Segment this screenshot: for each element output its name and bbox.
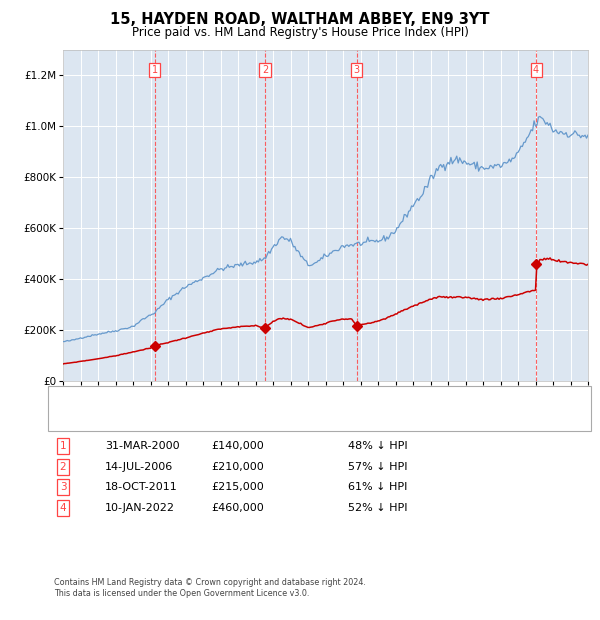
Text: ——: ——	[63, 416, 91, 430]
Text: ——: ——	[63, 402, 91, 415]
Text: 18-OCT-2011: 18-OCT-2011	[105, 482, 178, 492]
Text: Price paid vs. HM Land Registry's House Price Index (HPI): Price paid vs. HM Land Registry's House …	[131, 26, 469, 39]
Text: Contains HM Land Registry data © Crown copyright and database right 2024.: Contains HM Land Registry data © Crown c…	[54, 578, 366, 587]
Text: 1: 1	[59, 441, 67, 451]
Text: 57% ↓ HPI: 57% ↓ HPI	[348, 462, 407, 472]
Text: £140,000: £140,000	[211, 441, 264, 451]
Text: 1: 1	[152, 65, 158, 75]
Text: HPI: Average price, detached house, Epping Forest: HPI: Average price, detached house, Eppi…	[93, 418, 341, 428]
Text: £210,000: £210,000	[211, 462, 264, 472]
Text: 15, HAYDEN ROAD, WALTHAM ABBEY, EN9 3YT (detached house): 15, HAYDEN ROAD, WALTHAM ABBEY, EN9 3YT …	[93, 404, 409, 414]
Text: This data is licensed under the Open Government Licence v3.0.: This data is licensed under the Open Gov…	[54, 589, 310, 598]
Text: 14-JUL-2006: 14-JUL-2006	[105, 462, 173, 472]
Text: 52% ↓ HPI: 52% ↓ HPI	[348, 503, 407, 513]
Text: 4: 4	[59, 503, 67, 513]
Text: 48% ↓ HPI: 48% ↓ HPI	[348, 441, 407, 451]
Text: 3: 3	[354, 65, 360, 75]
Text: 10-JAN-2022: 10-JAN-2022	[105, 503, 175, 513]
Text: 2: 2	[262, 65, 268, 75]
Text: 4: 4	[533, 65, 539, 75]
Text: 3: 3	[59, 482, 67, 492]
Text: £215,000: £215,000	[211, 482, 264, 492]
Text: 61% ↓ HPI: 61% ↓ HPI	[348, 482, 407, 492]
Text: 31-MAR-2000: 31-MAR-2000	[105, 441, 179, 451]
Text: 2: 2	[59, 462, 67, 472]
Text: £460,000: £460,000	[211, 503, 264, 513]
Text: 15, HAYDEN ROAD, WALTHAM ABBEY, EN9 3YT: 15, HAYDEN ROAD, WALTHAM ABBEY, EN9 3YT	[110, 12, 490, 27]
